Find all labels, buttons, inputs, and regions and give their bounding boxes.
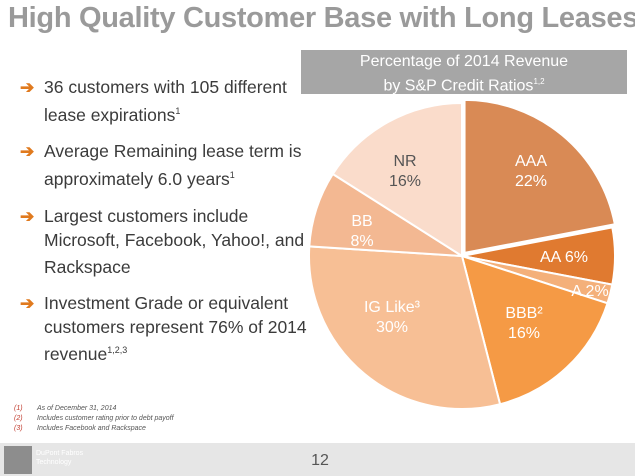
company-logo-icon [4, 446, 32, 474]
bullet-item: ➔ Largest customers include Microsoft, F… [20, 205, 310, 279]
slice-value-bbb: 16% [508, 325, 540, 342]
slide-title: High Quality Customer Base with Long Lea… [8, 2, 635, 34]
bullet-item: ➔ Average Remaining lease term is approx… [20, 140, 310, 191]
arrow-icon: ➔ [20, 142, 35, 161]
chart-title-line1: Percentage of 2014 Revenue [359, 53, 569, 70]
pie-slice-nr [331, 101, 463, 258]
footnotes: (1) As of December 31, 2014 (2) Includes c… [14, 404, 174, 434]
bullet-text: Average Remaining lease term is approxim… [44, 141, 302, 189]
bullet-item: ➔ Investment Grade or equivalent custome… [20, 292, 310, 366]
arrow-icon: ➔ [20, 207, 35, 226]
arrow-icon: ➔ [20, 294, 35, 313]
bullet-item: ➔ 36 customers with 105 different lease … [20, 76, 310, 127]
footnote: (1) As of December 31, 2014 [14, 405, 117, 412]
pie-slice-bbb [460, 254, 609, 406]
slice-label-aaa: AAA [515, 153, 547, 170]
chart-title-line2: by S&P Credit Ratios1,2 [383, 77, 545, 95]
company-logo-text: DuPont Fabros Technology [36, 450, 84, 466]
pie-slice-ig-like [308, 245, 502, 410]
bullet-text: 36 customers with 105 different lease ex… [44, 77, 287, 125]
slice-label-nr: NR [393, 153, 416, 170]
slice-label-a: A 2% [571, 283, 608, 300]
bullet-text: Largest customers include Microsoft, Fac… [44, 206, 305, 277]
slice-value-ig-like: 30% [376, 319, 408, 336]
footnote: (3) Includes Facebook and Rackspace [14, 425, 146, 432]
slice-label-ig-like: IG Like³ [364, 299, 421, 316]
pie-slice-aaa [463, 98, 617, 255]
bullet-text: Investment Grade or equivalent customers… [44, 293, 307, 364]
slice-value-bb: 8% [350, 233, 373, 250]
footnote: (2) Includes customer rating prior to deb… [14, 415, 174, 422]
page-number: 12 [311, 452, 329, 469]
chart-title-sup: 1,2 [533, 77, 545, 86]
slice-value-aaa: 22% [515, 173, 547, 190]
slice-label-bbb: BBB² [505, 305, 543, 322]
footer-bar [0, 443, 635, 476]
arrow-icon: ➔ [20, 78, 35, 97]
slice-label-aa: AA 6% [540, 249, 588, 266]
chart-title: Percentage of 2014 Revenue by S&P Credit… [301, 50, 627, 94]
slice-value-nr: 16% [389, 173, 421, 190]
slice-label-bb: BB [351, 213, 372, 230]
